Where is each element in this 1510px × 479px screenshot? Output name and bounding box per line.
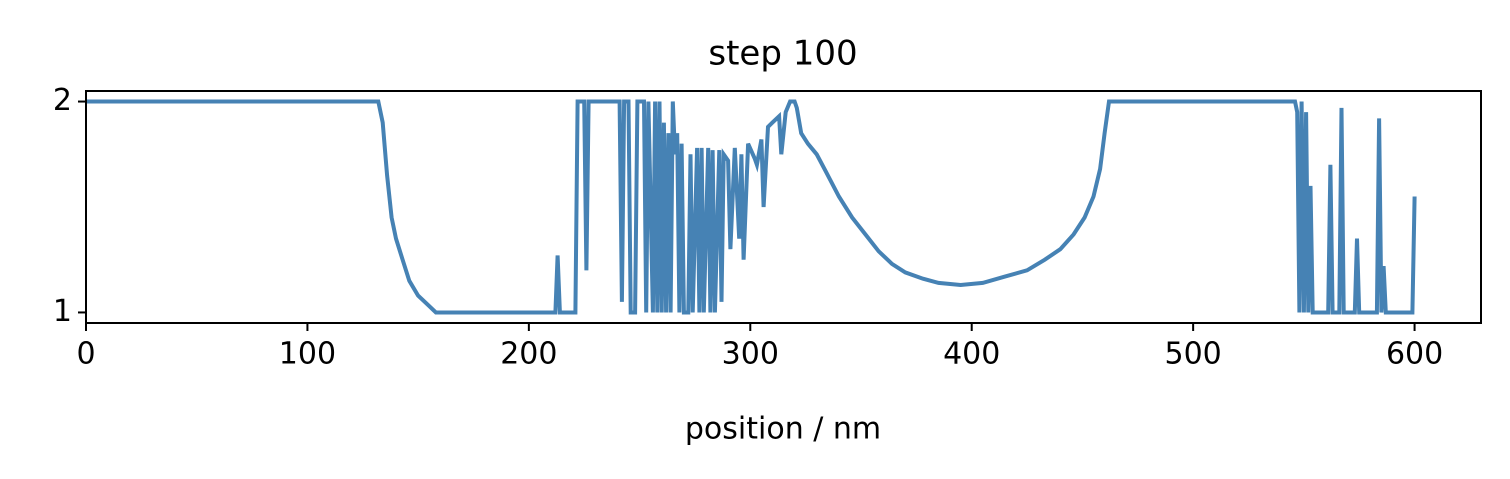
x-tick-label: 300	[722, 337, 779, 372]
x-tick-label: 100	[279, 337, 336, 372]
x-tick-label: 600	[1386, 337, 1443, 372]
x-tick-label: 0	[76, 337, 95, 372]
x-tick-label: 500	[1165, 337, 1222, 372]
plot-frame	[85, 90, 1482, 324]
data-line	[86, 99, 1417, 315]
y-tick-label: 2	[53, 83, 72, 118]
chart-title: step 100	[708, 34, 857, 74]
y-tick-label: 1	[53, 294, 72, 329]
x-axis-label: position / nm	[685, 412, 881, 447]
x-tick-label: 400	[943, 337, 1000, 372]
x-tick-label: 200	[500, 337, 557, 372]
